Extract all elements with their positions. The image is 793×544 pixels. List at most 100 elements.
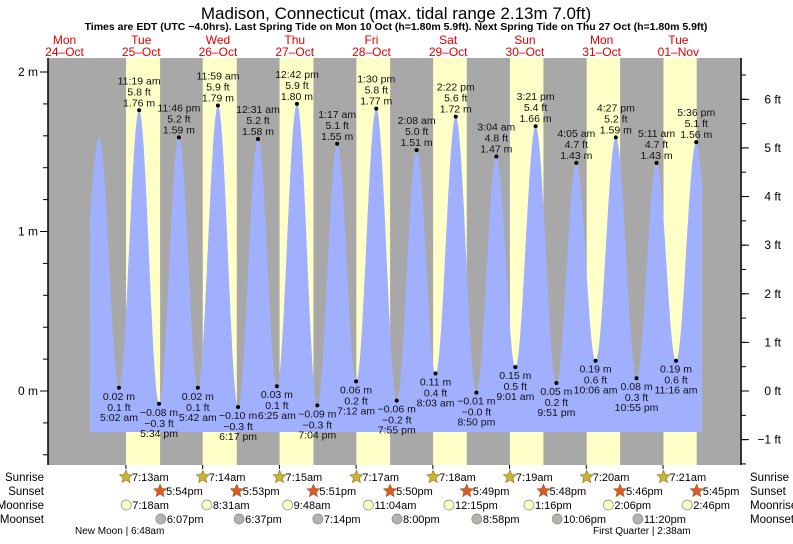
sun-moon-rows: Sunrise Sunrise 7:13am 7:14am 7:15am 7:17am 7:… (0, 469, 793, 537)
tide-m-label: 1.47 m (480, 144, 512, 156)
right-tick-label: 4 ft (764, 190, 781, 204)
tide-point (256, 136, 261, 141)
tide-point (694, 140, 699, 145)
tide-m-label: 0.19 m (580, 364, 612, 376)
tide-point (315, 403, 320, 408)
sunset-time: 5:53pm (243, 486, 280, 498)
sunrise-icon (195, 469, 211, 484)
tide-m-label: −0.01 m (457, 396, 495, 408)
sunrise-icon (118, 469, 134, 484)
moonrise-time: 9:48am (294, 500, 331, 512)
moonrise-icon (282, 499, 294, 511)
tide-time-label: 6:17 pm (219, 431, 257, 443)
tide-m-label: −0.09 m (298, 408, 336, 420)
tide-point (215, 103, 220, 108)
sunset-icon (459, 483, 475, 498)
tide-time-label: 8:50 pm (457, 417, 495, 429)
moonrise-icon (602, 499, 614, 511)
sunset-time: 5:49pm (473, 486, 510, 498)
tide-point (236, 404, 241, 409)
sunset-time: 5:51pm (319, 486, 356, 498)
day-date-label: 29–Oct (429, 45, 468, 59)
sunrise-icon (349, 469, 364, 484)
tide-ft-label: 4.8 ft (485, 133, 508, 145)
tide-time-label: 5:02 am (100, 412, 138, 424)
sunset-icon (152, 483, 168, 498)
tide-time-label: 3:04 am (477, 122, 515, 134)
sunrise-time: 7:21am (669, 472, 706, 484)
tide-m-label: −0.06 m (378, 404, 416, 416)
tide-time-label: 7:55 pm (378, 425, 416, 437)
day-name-label: Sun (514, 33, 535, 47)
moonset-icon (155, 513, 167, 525)
moonrise-icon (120, 499, 132, 511)
moonset-icon (551, 513, 563, 525)
day-date-label: 24–Oct (45, 45, 84, 59)
tide-ft-label: 0.6 ft (584, 375, 607, 387)
tide-point (394, 398, 399, 403)
tide-time-label: 11:16 am (655, 385, 698, 397)
day-name-label: Mon (590, 33, 613, 47)
tide-time-label: 11:19 am (118, 75, 161, 87)
tide-ft-label: 5.2 ft (167, 113, 190, 125)
tide-time-label: 5:34 pm (140, 428, 178, 440)
sunset-icon (612, 483, 628, 498)
moonrise-time: 11:04am (374, 500, 416, 512)
sunset-time: 5:45pm (703, 486, 740, 498)
day-date-label: 30–Oct (506, 45, 545, 59)
moonset-time: 8:58pm (483, 514, 520, 526)
tide-ft-label: 0.1 ft (265, 400, 288, 412)
tide-point (433, 371, 438, 376)
moonrise-row-label: Moonrise (0, 500, 44, 512)
tide-ft-label: 5.8 ft (127, 86, 150, 98)
moon-phase-label: New Moon | 6:48am (75, 526, 164, 537)
tide-curve (90, 103, 702, 433)
tide-time-label: 9:51 pm (537, 407, 575, 419)
tide-point (354, 379, 359, 384)
sunrise-row-label: Sunrise (5, 472, 44, 484)
right-tick-label: −1 ft (757, 433, 781, 447)
moonset-time: 10:06pm (563, 514, 606, 526)
left-tick-label: 0 m (18, 384, 38, 398)
moonrise-row-label-right: Moonrise (750, 500, 793, 512)
day-name-label: Thu (284, 33, 305, 47)
sunset-time: 5:46pm (626, 486, 663, 498)
tide-ft-label: −0.2 ft (382, 415, 412, 427)
moonset-time: 11:20pm (644, 514, 686, 526)
day-name-label: Fri (364, 33, 378, 47)
tide-point (274, 384, 279, 389)
tide-point (176, 135, 181, 140)
day-date-label: 31–Oct (582, 45, 621, 59)
tide-ft-label: 5.1 ft (685, 118, 708, 130)
tide-point (494, 154, 499, 159)
tide-m-label: 1.72 m (440, 104, 472, 116)
tide-point (554, 381, 559, 386)
tide-ft-label: 5.9 ft (206, 81, 229, 93)
tide-m-label: −0.08 m (140, 407, 178, 419)
day-headers: Mon24–OctTue25–OctWed26–OctThu27–OctFri2… (45, 33, 699, 59)
tide-m-label: 1.59 m (600, 124, 632, 136)
axes: 2 m 1 m 0 m 6 ft 5 ft 4 ft 3 ft 2 ft 1 ft 0 ft −1 … (18, 58, 782, 469)
day-name-label: Sat (439, 33, 458, 47)
tide-point (674, 358, 679, 363)
sunrise-icon (502, 469, 518, 484)
tide-time-label: 1:30 pm (357, 74, 395, 86)
tide-m-label: 1.55 m (321, 131, 353, 143)
tide-time-label: 10:55 pm (615, 402, 659, 414)
tide-point (513, 365, 518, 370)
day-date-label: 26–Oct (199, 45, 238, 59)
tide-point (574, 160, 579, 165)
tide-m-label: 1.66 m (520, 113, 552, 125)
moonset-time: 7:14pm (324, 514, 361, 526)
tide-point (453, 114, 458, 119)
day-date-label: 27–Oct (275, 45, 314, 59)
tide-ft-label: 4.7 ft (565, 139, 588, 151)
tide-ft-label: 0.1 ft (107, 402, 130, 414)
tide-point (195, 385, 200, 390)
tide-ft-label: 5.2 ft (246, 115, 269, 127)
tide-ft-label: 4.7 ft (645, 139, 668, 151)
tide-m-label: 0.15 m (499, 370, 531, 382)
tide-ft-label: 0.6 ft (664, 375, 687, 387)
sunrise-icon (425, 469, 441, 484)
